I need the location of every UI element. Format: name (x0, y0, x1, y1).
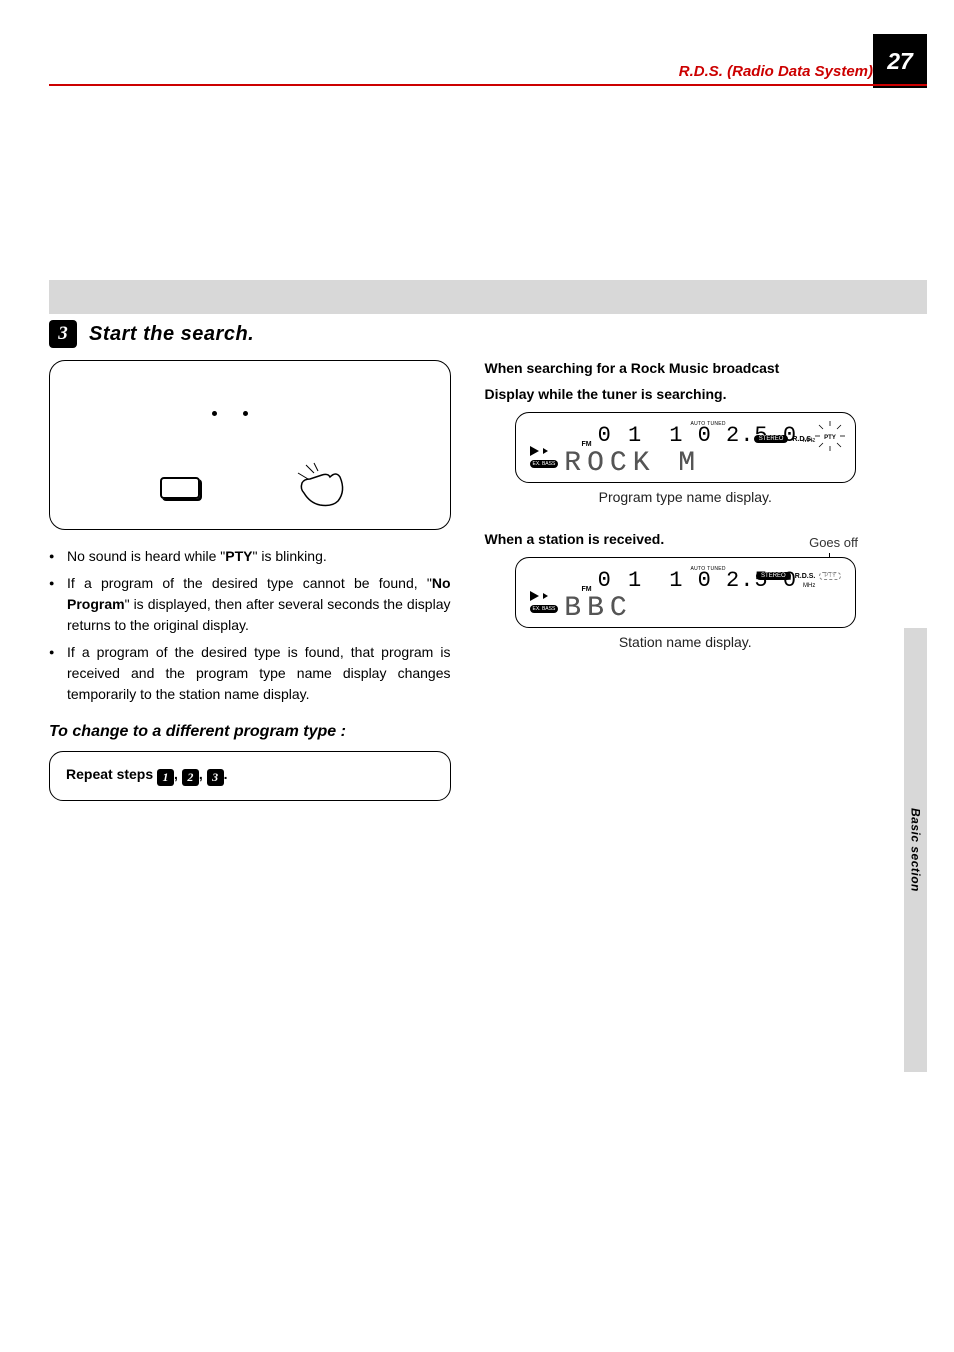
repeat-steps-box: Repeat steps 1, 2, 3. (49, 751, 451, 801)
lcd-mhz: MHz (803, 583, 815, 589)
step-heading: 3 Start the search. (49, 320, 451, 348)
lcd-indicators: STEREO R.D.S. PTY (754, 427, 841, 451)
step-number-badge: 3 (49, 320, 77, 348)
rds-label: R.D.S. (795, 573, 816, 580)
lcd-display-searching: FM 0 1 AUTO TUNED 1 0 2.5 0 MHz STEREO R… (515, 412, 857, 483)
arrow-icon (543, 593, 548, 599)
bullet-item: No sound is heard while "PTY" is blinkin… (49, 546, 451, 567)
searching-heading: When searching for a Rock Music broadcas… (485, 360, 887, 376)
step-badge-small: 2 (182, 769, 199, 786)
side-tab-label: Basic section (909, 808, 923, 892)
lcd-fm-label: FM (582, 441, 592, 448)
content-area: 3 Start the search. No sound is heard wh… (49, 320, 886, 801)
change-program-heading: To change to a different program type : (49, 723, 451, 741)
caption-program-type: Program type name display. (485, 489, 887, 505)
caption-station-name: Station name display. (485, 634, 887, 650)
lcd-auto-tuned: AUTO TUNED (691, 421, 726, 427)
illustration-dots (212, 411, 248, 416)
lcd-display-received: FM 0 1 AUTO TUNED 1 0 2.5 0 MHz STEREO R… (515, 557, 857, 628)
left-column: 3 Start the search. No sound is heard wh… (49, 320, 451, 801)
pty-blinking-icon: PTY (817, 427, 841, 451)
lcd-preset: 0 1 (598, 423, 644, 448)
rds-label: R.D.S. (792, 436, 813, 443)
pty-off-badge: PTY (819, 572, 841, 580)
play-icon (530, 591, 539, 601)
bullet-item: If a program of the desired type is foun… (49, 642, 451, 705)
right-column: When searching for a Rock Music broadcas… (485, 320, 887, 801)
page-number: 27 (873, 34, 927, 88)
play-icon (530, 446, 539, 456)
section-underline (49, 84, 927, 86)
svg-text:PTY: PTY (824, 435, 836, 441)
bullet-item: If a program of the desired type cannot … (49, 573, 451, 636)
lcd-fm-label: FM (582, 586, 592, 593)
step-badge-small: 3 (207, 769, 224, 786)
stereo-badge: STEREO (754, 435, 789, 443)
lcd-main-text: ROCK M (564, 450, 701, 478)
hand-icon (294, 461, 354, 511)
illustration-button-icon (160, 477, 200, 499)
gray-band (49, 280, 927, 314)
ex-bass-badge: EX. BASS (530, 605, 559, 613)
lcd-auto-tuned: AUTO TUNED (691, 566, 726, 572)
arrow-icon (543, 448, 548, 454)
stereo-badge: STEREO (756, 572, 791, 580)
illustration-box (49, 360, 451, 530)
section-title: R.D.S. (Radio Data System) (679, 63, 873, 80)
lcd-indicators: STEREO R.D.S. PTY (756, 572, 841, 580)
lcd-preset: 0 1 (598, 568, 644, 593)
side-tab: Basic section (904, 628, 927, 1072)
step-badge-small: 1 (157, 769, 174, 786)
ex-bass-badge: EX. BASS (530, 460, 559, 468)
goes-off-label: Goes off (809, 535, 858, 550)
display-while-heading: Display while the tuner is searching. (485, 386, 887, 402)
step-title: Start the search. (89, 323, 254, 346)
lcd-main-text: BBC (564, 595, 632, 623)
bullet-list: No sound is heard while "PTY" is blinkin… (49, 546, 451, 705)
